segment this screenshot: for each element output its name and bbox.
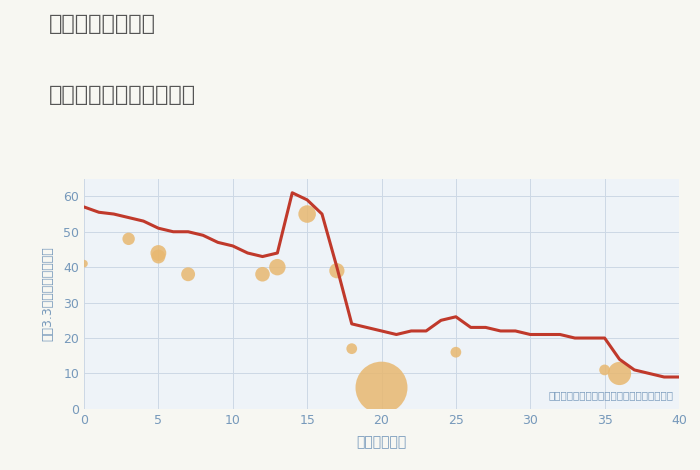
- Point: [599, 366, 610, 374]
- Y-axis label: 坪（3.3㎡）単価（万円）: 坪（3.3㎡）単価（万円）: [42, 246, 55, 341]
- Point: [614, 370, 625, 377]
- Text: 築年数別中古戸建て価格: 築年数別中古戸建て価格: [49, 85, 196, 105]
- X-axis label: 築年数（年）: 築年数（年）: [356, 435, 407, 449]
- Point: [78, 260, 90, 267]
- Point: [153, 249, 164, 257]
- Point: [257, 271, 268, 278]
- Point: [376, 384, 387, 392]
- Point: [450, 348, 461, 356]
- Point: [272, 263, 283, 271]
- Point: [183, 271, 194, 278]
- Point: [302, 210, 313, 218]
- Point: [331, 267, 342, 274]
- Point: [346, 345, 357, 352]
- Point: [153, 253, 164, 260]
- Point: [123, 235, 134, 243]
- Text: 円の大きさは、取引のあった物件面積を示す: 円の大きさは、取引のあった物件面積を示す: [548, 390, 673, 400]
- Text: 三重県津市森町の: 三重県津市森町の: [49, 14, 156, 34]
